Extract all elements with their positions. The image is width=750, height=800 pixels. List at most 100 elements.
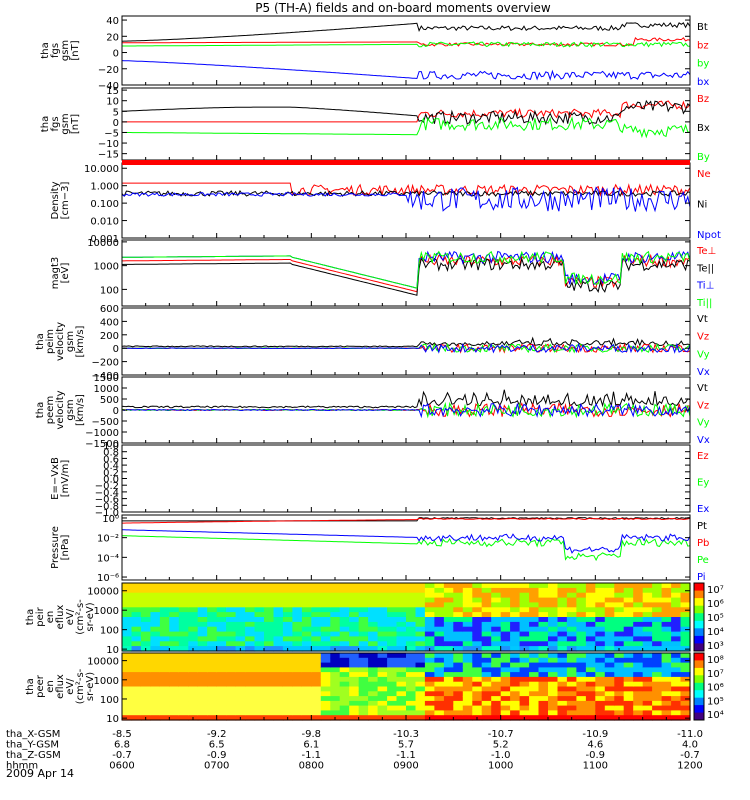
colorbar-segment (694, 667, 704, 676)
spectrogram-cell (652, 602, 663, 608)
spectrogram-cell (358, 691, 369, 697)
spectrogram-cell (311, 631, 322, 638)
colorbar-frame (693, 582, 705, 652)
spectrogram-cell (188, 696, 199, 702)
spectrogram-cell (150, 657, 161, 664)
spectrogram-cell (462, 662, 473, 668)
spectrogram-cell (661, 631, 672, 638)
spectrogram-cell (150, 691, 161, 697)
spectrogram-cell (434, 696, 445, 702)
y-tick-label: −40 (98, 81, 119, 92)
spectrogram-cell (642, 607, 653, 613)
spectrogram-cell (301, 626, 312, 633)
spectrogram-cell (368, 696, 379, 702)
spectrogram-cell (311, 676, 322, 683)
spectrogram-cell (131, 631, 142, 638)
spectrogram-cell (453, 681, 464, 688)
spectrogram-cell (576, 621, 587, 628)
spectrogram-cell (633, 662, 644, 668)
spectrogram-cell (178, 696, 189, 702)
spectrogram-cell (311, 686, 322, 692)
colorbar-tick-label: 10⁵ (707, 613, 724, 624)
y-axis-label-line: fgs (50, 116, 61, 131)
spectrogram-cell (623, 626, 634, 633)
spectrogram-cell (150, 676, 161, 683)
spectrogram-cell (661, 607, 672, 613)
spectrogram-cell (140, 662, 151, 668)
spectrogram-cell (273, 607, 284, 613)
spectrogram-cell (292, 710, 303, 716)
spectrogram-cell (510, 612, 521, 618)
spectrogram-cell (604, 715, 615, 721)
spectrogram-cell (529, 631, 540, 638)
spectrogram-cell (235, 587, 246, 594)
spectrogram-cell (339, 715, 350, 721)
y-axis-label-line: [nPa] (60, 534, 71, 560)
spectrogram-cell (273, 681, 284, 688)
spectrogram-cell (207, 691, 218, 697)
y-tick-label: 0.001 (90, 234, 119, 245)
spectrogram-cell (680, 710, 691, 716)
spectrogram-cell (491, 583, 502, 589)
spectrogram-cell (140, 607, 151, 613)
spectrogram-cell (226, 696, 237, 702)
spectrogram-cell (595, 602, 606, 608)
spectrogram-cell (349, 691, 360, 697)
spectrogram-cell (557, 662, 568, 668)
spectrogram-cell (159, 715, 170, 721)
spectrogram-cell (358, 686, 369, 692)
spectrogram-cell (188, 672, 199, 678)
spectrogram-cell (661, 621, 672, 628)
spectrogram-cell (169, 672, 180, 678)
spectrogram-cell (122, 587, 133, 594)
spectrogram-cell (159, 691, 170, 697)
spectrogram-cell (140, 705, 151, 711)
date-label: 2009 Apr 14 (6, 767, 74, 780)
spectrogram-cell (339, 696, 350, 702)
spectrogram-cell (500, 597, 511, 604)
spectrogram-cell (415, 705, 426, 711)
legend-Vy: Vy (697, 418, 710, 429)
spectrogram-cell (472, 636, 483, 642)
spectrogram-cell (311, 662, 322, 668)
spectrogram-cell (424, 700, 435, 707)
spectrogram-cell (614, 686, 625, 692)
spectrogram-cell (197, 672, 208, 678)
spectrogram-cell (131, 592, 142, 599)
spectrogram-cell (330, 602, 341, 608)
spectrogram-cell (481, 672, 492, 678)
spectrogram-cell (406, 641, 417, 647)
spectrogram-cell (595, 696, 606, 702)
spectrogram-cell (595, 621, 606, 628)
spectrogram-cell (140, 667, 151, 673)
spectrogram-cell (491, 631, 502, 638)
spectrogram-cell (614, 641, 625, 647)
spectrogram-cell (131, 681, 142, 688)
spectrogram-cell (368, 583, 379, 589)
spectrogram-cell (538, 653, 549, 659)
spectrogram-cell (197, 631, 208, 638)
spectrogram-cell (424, 592, 435, 599)
spectrogram-cell (122, 612, 133, 618)
spectrogram-cell (671, 700, 682, 707)
spectrogram-cell (585, 612, 596, 618)
spectrogram-cell (633, 631, 644, 638)
spectrogram-cell (377, 653, 388, 659)
spectrogram-cell (415, 657, 426, 664)
spectrogram-cell (614, 681, 625, 688)
spectrogram-cell (245, 657, 256, 664)
y-tick-label: 10⁻⁶ (97, 573, 119, 584)
spectrogram-cell (254, 641, 265, 647)
spectrogram-cell (377, 612, 388, 618)
spectrogram-cell (131, 662, 142, 668)
spectrogram-cell (500, 691, 511, 697)
spectrogram-cell (245, 696, 256, 702)
spectrogram-cell (282, 617, 293, 623)
spectrogram-cell (330, 710, 341, 716)
spectrogram-cell (510, 653, 521, 659)
spectrogram-cell (311, 657, 322, 664)
spectrogram-cell (207, 646, 218, 652)
spectrogram-cell (254, 626, 265, 633)
spectrogram-cell (642, 710, 653, 716)
spectrogram-cell (226, 597, 237, 604)
